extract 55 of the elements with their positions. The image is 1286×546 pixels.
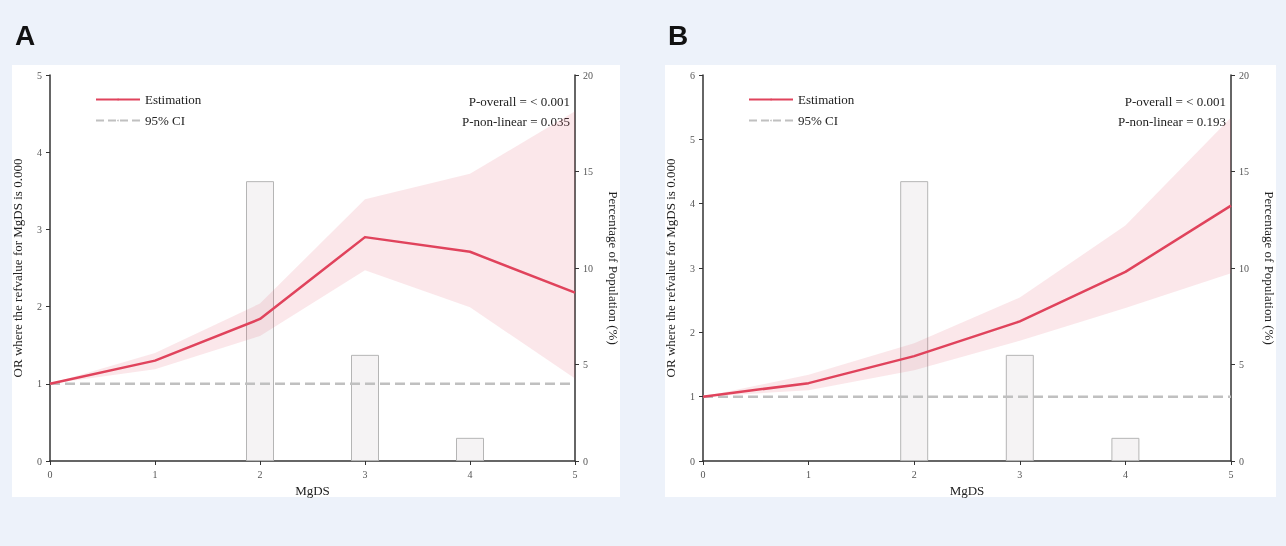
y-tick-label: 4 (690, 198, 695, 210)
y2-axis-title: Percentage of Population (%) (1262, 191, 1277, 345)
x-tick-label: 4 (467, 468, 473, 480)
y2-tick-label: 10 (583, 262, 593, 274)
x-axis-title: MgDS (949, 482, 985, 498)
x-tick-label: 3 (1017, 468, 1023, 480)
y-tick-label: 1 (37, 378, 42, 390)
y-tick-label: 4 (37, 146, 42, 158)
y-axis-title: OR where the refvalue for MgDS is 0.000 (10, 158, 25, 378)
y-tick-label: 5 (690, 133, 695, 145)
x-tick-label: 2 (911, 468, 917, 480)
y-tick-label: 0 (690, 455, 695, 467)
chart-title: A (15, 19, 36, 51)
y-tick-label: 1 (690, 391, 695, 403)
bar (1111, 437, 1140, 461)
y-tick-label: 3 (690, 262, 695, 274)
annotation: P-non-linear = 0.035 (461, 114, 570, 129)
x-tick-label: 2 (257, 468, 263, 480)
bar (456, 437, 484, 461)
legend-label: Estimation (145, 92, 202, 107)
y-tick-label: 6 (690, 69, 695, 81)
annotation: P-overall = < 0.001 (1124, 94, 1227, 109)
y-tick-label: 2 (690, 326, 695, 338)
x-tick-label: 0 (47, 468, 53, 480)
legend-label: 95% CI (145, 113, 186, 128)
x-tick-label: 5 (1228, 468, 1234, 480)
line-series (48, 235, 577, 386)
y-tick-label: 5 (37, 69, 42, 81)
x-tick-label: 4 (1122, 468, 1128, 480)
x-tick-label: 1 (806, 468, 812, 480)
x-tick-label: 5 (572, 468, 578, 480)
y2-tick-label: 5 (1239, 359, 1244, 370)
y-axis-title: OR where the refvalue for MgDS is 0.000 (663, 158, 678, 378)
y-tick-label: 2 (37, 301, 42, 313)
x-tick-label: 3 (362, 468, 368, 480)
y2-tick-label: 15 (583, 166, 593, 177)
chart-title: B (668, 19, 689, 51)
y2-tick-label: 5 (583, 359, 588, 370)
y-tick-label: 3 (37, 223, 42, 235)
legend-label: Estimation (798, 92, 855, 107)
y2-axis-title: Percentage of Population (%) (606, 191, 621, 345)
annotation: P-non-linear = 0.193 (1117, 114, 1226, 129)
y2-tick-label: 0 (1239, 455, 1244, 467)
y2-tick-label: 0 (583, 455, 588, 467)
line-series (701, 204, 1233, 398)
y2-tick-label: 10 (1239, 262, 1249, 274)
y2-tick-label: 20 (583, 69, 593, 81)
y2-tick-label: 20 (1239, 69, 1249, 81)
x-tick-label: 0 (700, 468, 706, 480)
y-tick-label: 0 (37, 455, 42, 467)
legend-label: 95% CI (798, 113, 839, 128)
annotation: P-overall = < 0.001 (468, 94, 571, 109)
y2-tick-label: 15 (1239, 166, 1249, 177)
x-axis-title: MgDS (295, 482, 330, 498)
x-tick-label: 1 (152, 468, 158, 480)
